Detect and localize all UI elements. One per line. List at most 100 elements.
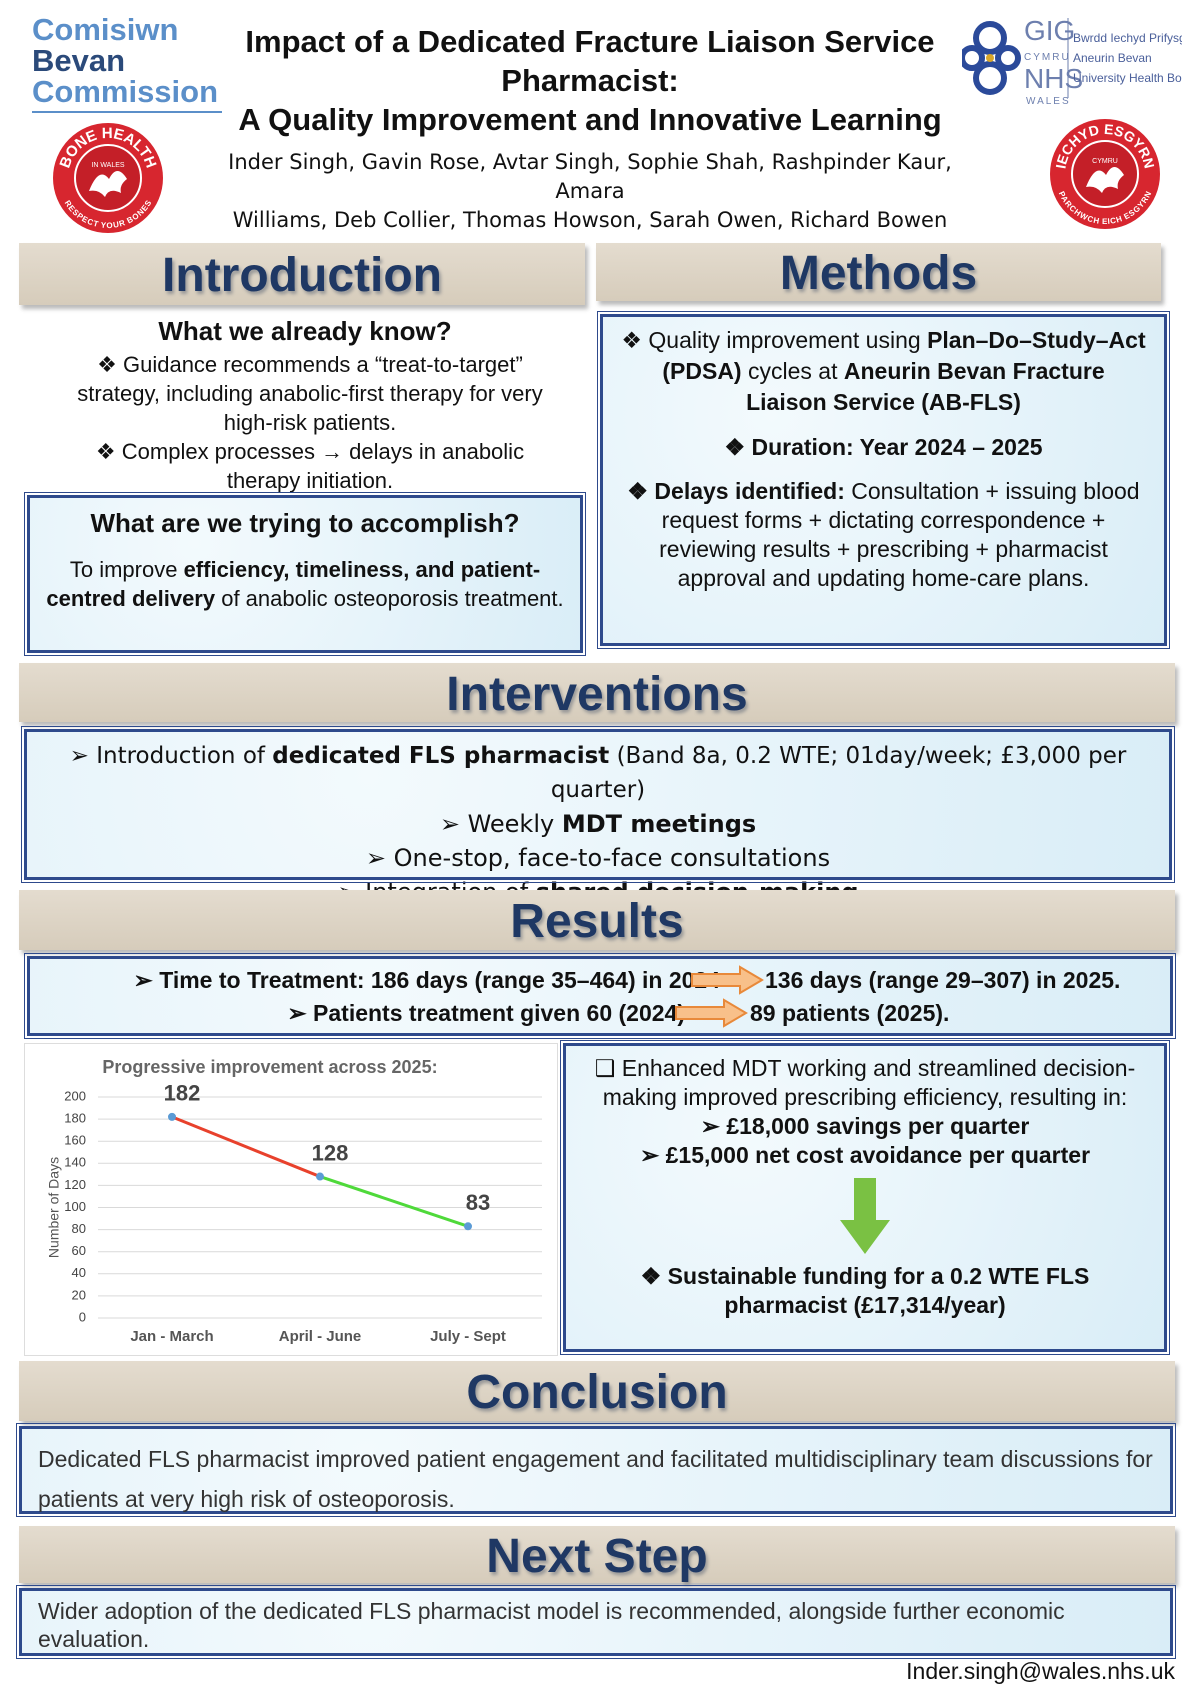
text-run: ❖ Duration: Year 2024 – 2025 [724, 434, 1043, 460]
x-tick-label: April - June [279, 1328, 362, 1345]
title-line: A Quality Improvement and Innovative Lea… [238, 102, 942, 137]
y-tick-label: 160 [64, 1133, 86, 1148]
text-run: of anabolic osteoporosis treatment. [215, 586, 564, 611]
text-run: ➢ £18,000 savings per quarter [700, 1113, 1030, 1139]
logo-text: Bwrdd Iechyd Prifysgol [1073, 31, 1182, 45]
methods-box: ❖ Quality improvement using Plan–Do–Stud… [597, 311, 1170, 649]
logo-knot [962, 21, 1021, 95]
dragon-icon [89, 171, 127, 197]
text-run: ➢ Introduction of [69, 743, 273, 769]
value-label: 83 [466, 1190, 490, 1215]
intervention: ➢ Weekly MDT meetings [35, 807, 1161, 841]
summary-right: 136 days (range 29–307) in 2025. [765, 967, 1121, 993]
intervention: ➢ One-stop, face-to-face consultations [35, 841, 1161, 875]
logo-text: Aneurin Bevan [1073, 51, 1152, 65]
chart-title: Progressive improvement across 2025: [102, 1057, 437, 1077]
logo-text: NHS [1024, 63, 1083, 94]
point [464, 1222, 472, 1231]
y-tick-label: 120 [64, 1177, 86, 1192]
intervention: ➢ Introduction of dedicated FLS pharmaci… [35, 739, 1161, 807]
text-run: ❖ Quality improvement using [621, 327, 928, 353]
value-label: 128 [312, 1140, 349, 1165]
bone-health-badge: BONE HEALTH IN WALES RESPECT YOUR BONES [53, 123, 163, 233]
summary-left: ➢ Time to Treatment: 186 days (range 35–… [133, 967, 720, 993]
line-segment [319, 1175, 469, 1228]
badge-text: IN WALES [91, 162, 125, 169]
text-run: ➢ Weekly [439, 810, 562, 838]
logo-text: GIG [1024, 15, 1075, 46]
x-tick-label: July - Sept [430, 1328, 506, 1345]
y-tick-label: 20 [72, 1287, 86, 1302]
authors: Inder Singh, Gavin Rose, Avtar Singh, So… [210, 148, 970, 235]
y-tick-label: 40 [72, 1265, 86, 1280]
y-tick-label: 140 [64, 1155, 86, 1170]
author-line: Williams, Deb Collier, Thomas Howson, Sa… [232, 208, 948, 232]
logo-text: University Health Board [1073, 71, 1182, 85]
y-tick-label: 180 [64, 1111, 86, 1126]
title-line: Pharmacist: [501, 63, 679, 98]
y-axis-label: Number of Days [46, 1157, 62, 1258]
text-run: To improve [69, 557, 184, 582]
y-tick-label: 60 [72, 1243, 86, 1258]
logo-dots [986, 54, 994, 62]
conclusion-box: Dedicated FLS pharmacist improved patien… [16, 1423, 1176, 1517]
line-segment [171, 1115, 321, 1178]
bullet: ❖ Guidance recommends a “treat-to-target… [77, 352, 543, 435]
outcome: ❑ Enhanced MDT working and streamlined d… [594, 1055, 1136, 1110]
section-heading: Interventions [19, 663, 1175, 722]
text-run: Consultation + issuing blood request for… [659, 478, 1140, 591]
point [316, 1172, 324, 1181]
x-tick-label: Jan - March [130, 1328, 213, 1345]
aim-box: What are we trying to accomplish? To imp… [24, 492, 586, 656]
text-run: MDT meetings [561, 810, 757, 838]
section-heading: Next Step [19, 1526, 1175, 1583]
text-run: dedicated FLS pharmacist [272, 743, 610, 769]
point [168, 1112, 176, 1121]
section-heading: Results [19, 890, 1175, 950]
outcome: ➢ £18,000 savings per quarter [580, 1112, 1150, 1141]
dragon-icon [1086, 167, 1124, 193]
logo-text: Comisiwn [32, 12, 179, 47]
methods-item: ❖ Quality improvement using Plan–Do–Stud… [619, 325, 1148, 418]
text-run: efficiency, timeliness, and patient-cent… [46, 557, 541, 611]
subheading: What we already know? [158, 316, 452, 346]
logo-text: CYMRU [1024, 52, 1071, 63]
bullet: ❖ Complex processes → delays in anabolic… [95, 439, 525, 493]
nhs-logo: GIG CYMRU NHS WALES Bwrdd Iechyd Prifysg… [962, 15, 1182, 107]
results-summary: ➢ Time to Treatment: 186 days (range 35–… [24, 953, 1176, 1039]
y-tick-label: 100 [64, 1199, 86, 1214]
chart: Progressive improvement across 2025: Numb… [24, 1043, 558, 1356]
logo-text: Commission [32, 74, 219, 109]
section-heading: Methods [596, 243, 1161, 301]
email: Inder.singh@wales.nhs.uk [906, 1658, 1175, 1684]
next-step-box: Wider adoption of the dedicated FLS phar… [16, 1585, 1176, 1659]
title-line: Impact of a Dedicated Fracture Liaison S… [245, 24, 935, 59]
y-tick-label: 80 [72, 1221, 86, 1236]
box-text: To improve efficiency, timeliness, and p… [42, 555, 568, 613]
summary-left: ➢ Patients treatment given 60 (2024) [287, 1000, 685, 1026]
badge-text: CYMRU [1092, 158, 1118, 165]
outcome: ❖ Sustainable funding for a 0.2 WTE FLS … [580, 1262, 1150, 1320]
summary-right: 89 patients (2025). [750, 1000, 950, 1026]
iechyd-esgyrn-badge: IECHYD ESGYRN CYMRU PARCHWCH EICH ESGYRN [1050, 119, 1160, 229]
section-heading: Conclusion [19, 1361, 1175, 1421]
text-run: (Band 8a, 0.2 WTE; 01day/week; £3,000 pe… [550, 743, 1127, 803]
section-heading: Introduction [19, 243, 585, 305]
methods-item: ❖ Duration: Year 2024 – 2025 [619, 432, 1148, 463]
box-heading: What are we trying to accomplish? [90, 508, 520, 538]
intro-bullets: ❖ Guidance recommends a “treat-to-target… [60, 350, 560, 495]
value-label: 182 [164, 1081, 201, 1106]
interventions-box: ➢ Introduction of dedicated FLS pharmaci… [21, 726, 1175, 906]
logo-text: Bevan [32, 43, 126, 78]
text-run: Aneurin Bevan Fracture Liaison Service (… [746, 358, 1105, 415]
bevan-logo: Comisiwn Bevan Commission [32, 14, 222, 113]
arrow-icon [675, 998, 748, 1028]
down-arrow-icon [840, 1178, 890, 1254]
text-run: ❖ Delays identified: [627, 478, 845, 504]
y-tick-label: 0 [79, 1309, 86, 1324]
text-run: ➢ £15,000 net cost avoidance per quarter [639, 1142, 1091, 1168]
text-run: Plan–Do–Study–Act (PDSA) [662, 327, 1146, 384]
logo-text: WALES [1026, 96, 1071, 107]
text-run: cycles at [741, 358, 844, 384]
